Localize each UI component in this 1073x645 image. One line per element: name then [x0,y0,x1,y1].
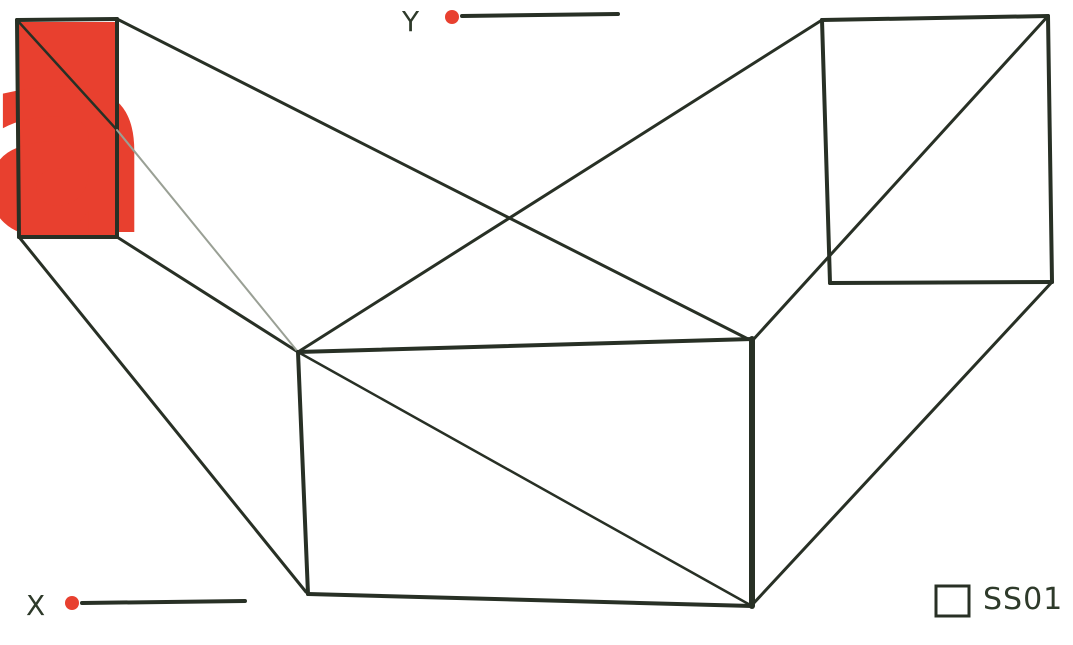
front-box-diagonal [296,350,754,608]
projection-line-lower-diagonal [750,280,1054,607]
back-box-right-edge [1046,14,1054,284]
front-box-bottom-edge [306,592,754,608]
source-diagonal [15,18,119,132]
y-axis-red-dot [445,10,459,24]
projection-line-upper-diagonal [750,14,1050,343]
x-axis-label: X [26,589,46,622]
projection-line-top-right [115,17,754,343]
x-axis-red-dot [65,596,79,610]
empty-square-icon [934,584,971,618]
front-box-left-edge [296,350,310,596]
source-box-left-edge [15,18,21,239]
front-box-top-edge [296,337,754,354]
back-box [820,14,1054,285]
front-box [296,336,755,609]
source-box-top-edge [15,17,119,22]
y-axis-label: Y [402,5,420,38]
source-diagonal-dark [15,18,119,132]
x-axis-line [80,599,247,605]
projection-line-bottom-left [17,235,308,594]
y-axis-line [460,12,620,18]
source-diagonal-faint [116,129,299,353]
source-box [15,17,119,239]
projection-line-cross [296,18,824,354]
faint-diagonal [116,129,299,353]
back-box-top-edge [820,14,1050,22]
glyph-red-block [19,22,116,236]
back-box-left-edge [820,18,832,285]
back-box-bottom-edge [828,280,1054,285]
projection-lines [17,14,1054,607]
code-label: SS01 [983,582,1064,617]
projection-line-bottom-right [115,235,300,354]
